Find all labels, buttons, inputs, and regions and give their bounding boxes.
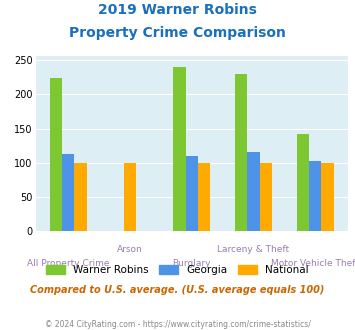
Bar [124,163,136,231]
Bar [50,78,62,231]
Bar [173,67,186,231]
Text: Larceny & Theft: Larceny & Theft [217,245,289,254]
Text: Burglary: Burglary [173,259,211,268]
Bar [260,163,272,231]
Bar [247,152,260,231]
Bar [309,161,321,231]
Text: Property Crime Comparison: Property Crime Comparison [69,26,286,40]
Legend: Warner Robins, Georgia, National: Warner Robins, Georgia, National [42,261,313,280]
Bar [186,156,198,231]
Bar [321,163,334,231]
Text: Motor Vehicle Theft: Motor Vehicle Theft [271,259,355,268]
Text: All Property Crime: All Property Crime [27,259,109,268]
Bar [198,163,210,231]
Text: Compared to U.S. average. (U.S. average equals 100): Compared to U.S. average. (U.S. average … [30,285,325,295]
Text: Arson: Arson [117,245,143,254]
Bar [297,134,309,231]
Bar [62,154,75,231]
Text: 2019 Warner Robins: 2019 Warner Robins [98,3,257,17]
Bar [235,74,247,231]
Text: © 2024 CityRating.com - https://www.cityrating.com/crime-statistics/: © 2024 CityRating.com - https://www.city… [45,320,310,329]
Bar [75,163,87,231]
